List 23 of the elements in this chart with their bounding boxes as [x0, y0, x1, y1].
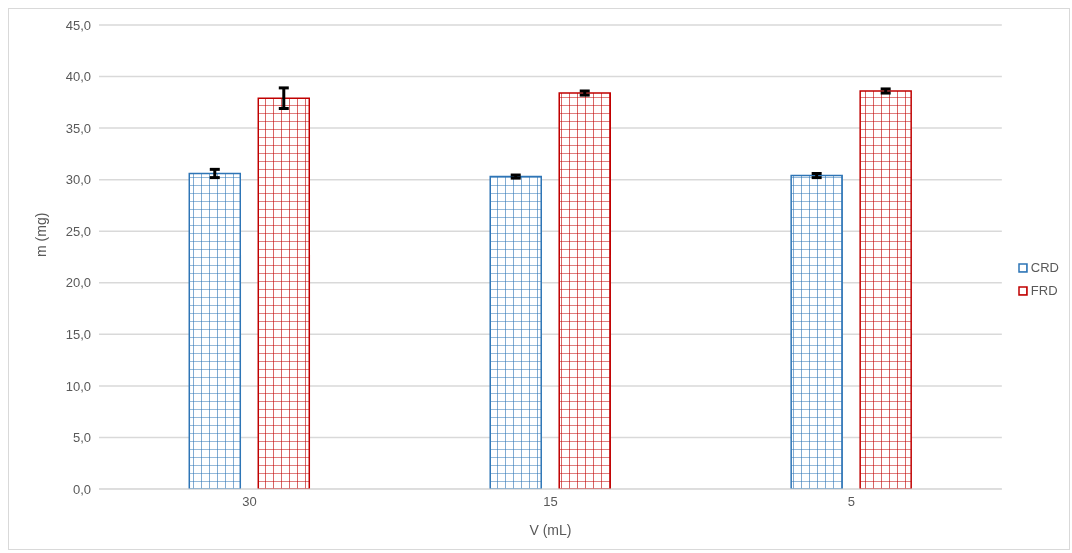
y-tick-label: 35,0 [65, 120, 91, 136]
bar [859, 90, 912, 489]
y-tick-label: 5,0 [72, 430, 91, 446]
x-axis-title: V (mL) [529, 522, 572, 538]
legend-label: CRD [1030, 260, 1059, 275]
y-tick-label: 40,0 [65, 69, 91, 85]
y-tick-label: 30,0 [65, 172, 91, 188]
y-tick-label: 25,0 [65, 223, 91, 239]
y-tick-label: 10,0 [65, 378, 91, 394]
legend-label: FRD [1030, 283, 1058, 298]
bar [489, 175, 542, 489]
y-tick-label: 45,0 [65, 17, 91, 33]
y-axis-title: m (mg) [32, 212, 49, 257]
x-tick-label: 15 [543, 494, 558, 510]
y-tick-label: 0,0 [72, 481, 91, 497]
bar [188, 172, 242, 489]
y-tick-label: 15,0 [65, 326, 91, 342]
x-tick-label: 30 [242, 494, 257, 510]
x-tick-label: 5 [847, 494, 855, 510]
bar [790, 174, 843, 489]
y-tick-label: 20,0 [65, 275, 91, 291]
bar [257, 97, 311, 489]
bar [558, 92, 611, 489]
